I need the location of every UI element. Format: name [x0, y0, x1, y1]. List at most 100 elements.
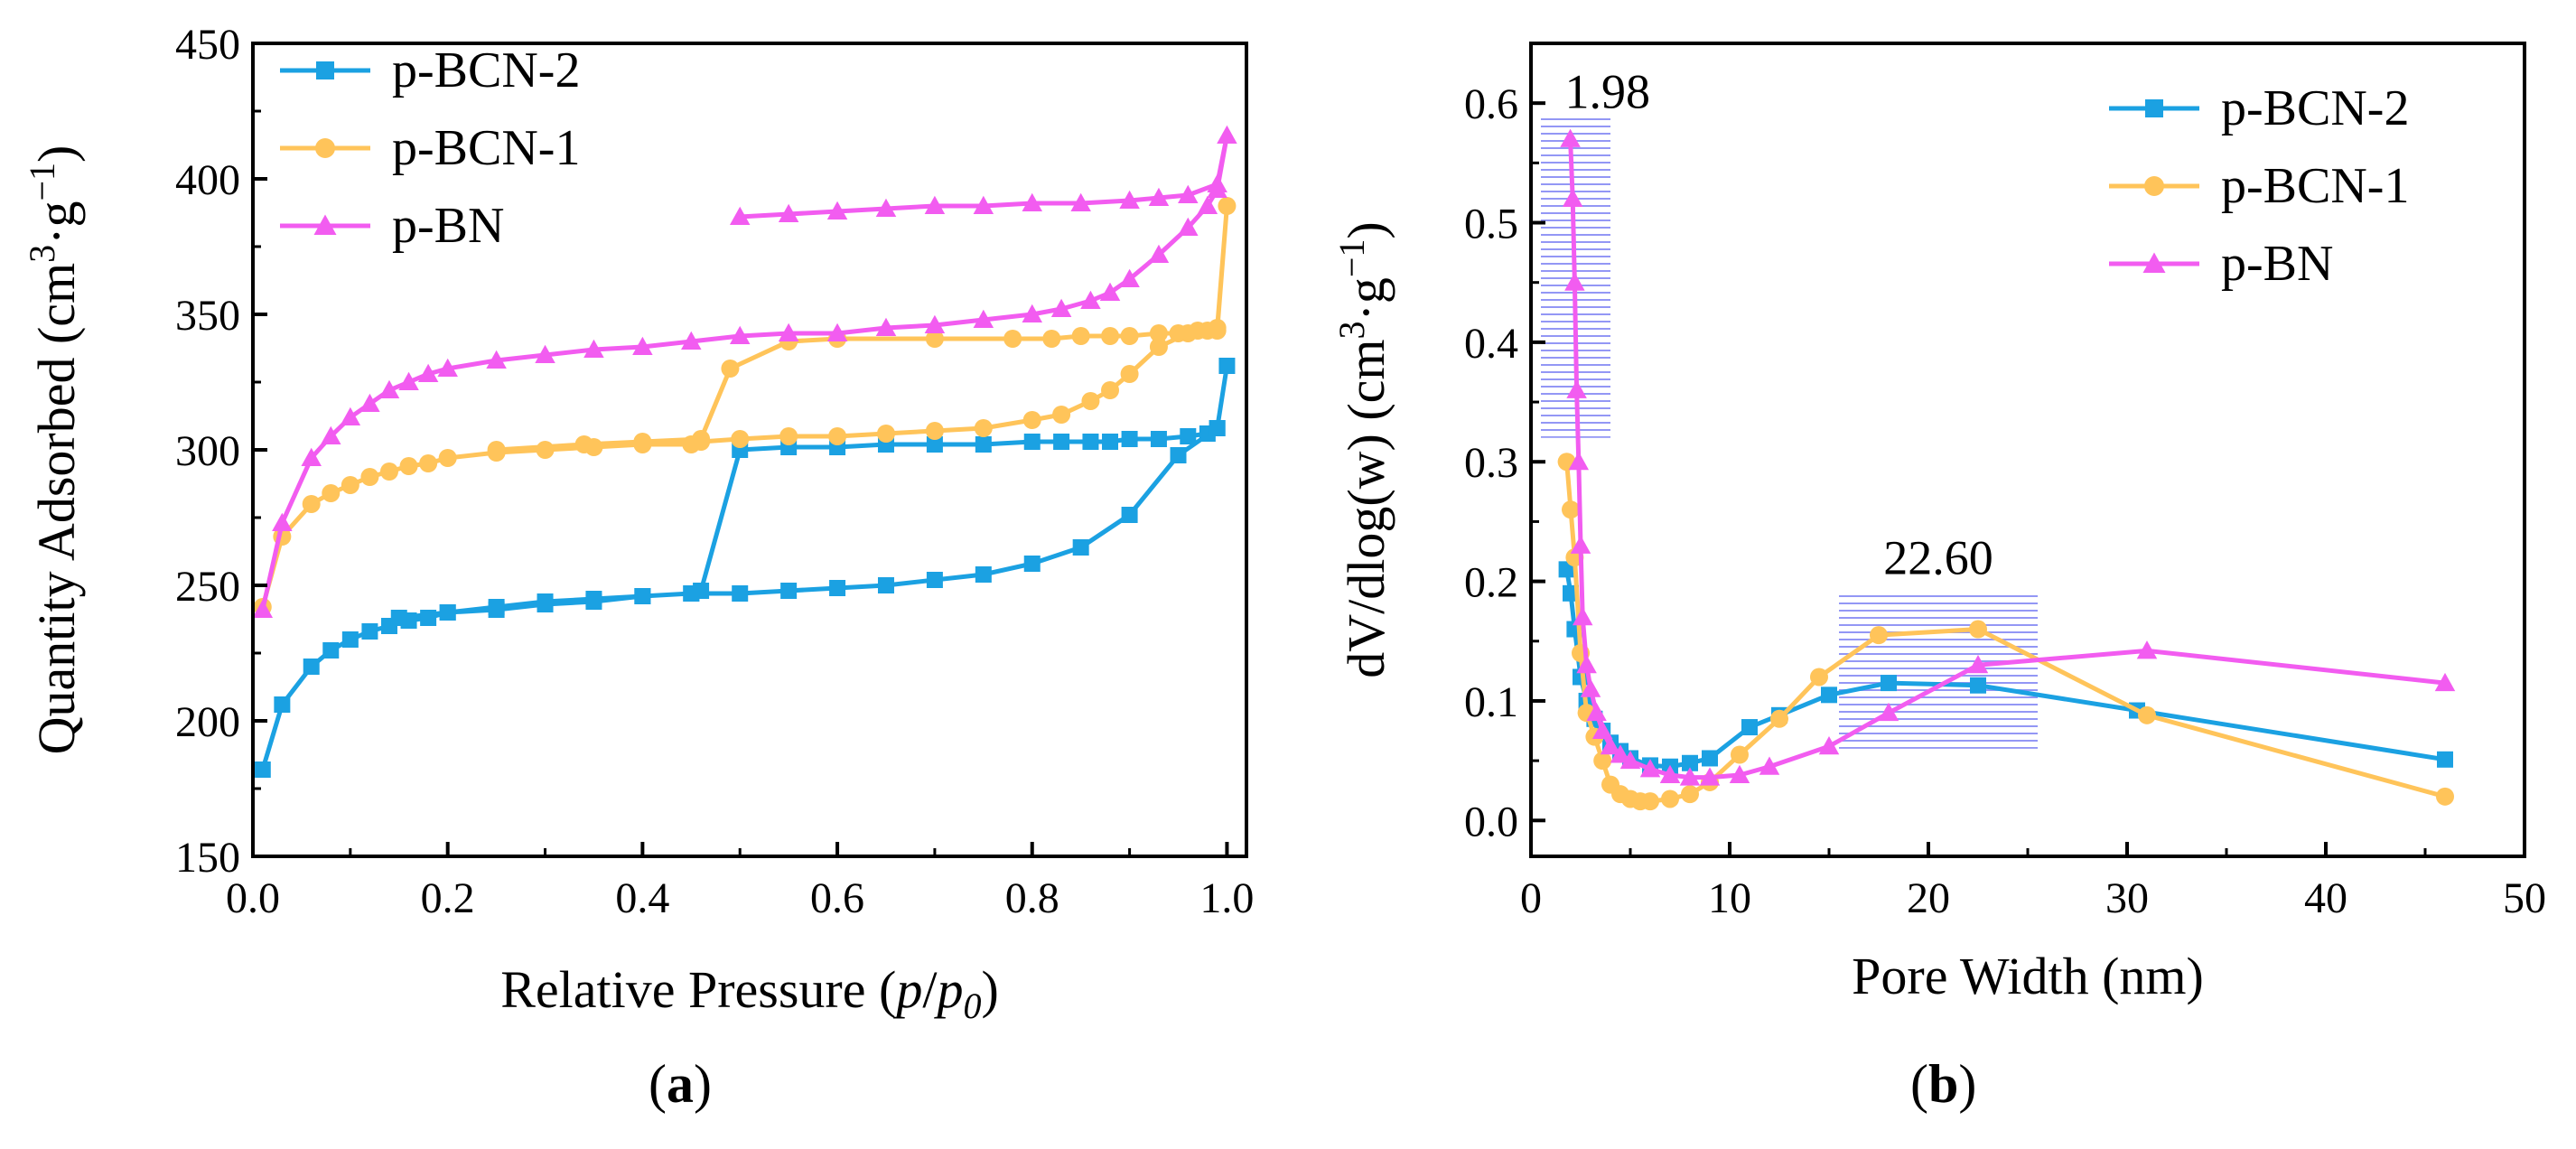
data-point-p-BCN-2-34 — [1121, 507, 1138, 523]
data-point-p-BCN-1-18 — [1870, 626, 1888, 645]
data-point-p-BCN-2-45 — [585, 593, 602, 610]
data-point-p-BCN-2-43 — [683, 585, 700, 602]
data-point-p-BCN-2-0 — [254, 761, 271, 778]
data-point-p-BCN-2-39 — [877, 577, 894, 593]
data-point-p-BN-19 — [1759, 756, 1780, 775]
data-point-p-BCN-2-32 — [1209, 420, 1226, 436]
data-point-p-BCN-1-19 — [1969, 620, 1987, 639]
chart-panel-a: 0.0 0.2 0.4 0.6 0.8 1.0150200250300350400450 … — [22, 21, 1254, 1114]
x-tick-label: 0.0 — [226, 874, 280, 922]
data-point-p-BN-14 — [1639, 759, 1661, 778]
data-point-p-BCN-2-31 — [1218, 358, 1236, 374]
data-point-p-BCN-1-39 — [1042, 330, 1061, 348]
x-tick-label: 0 — [1520, 874, 1542, 922]
data-point-p-BCN-1-12 — [1661, 789, 1679, 808]
data-point-p-BCN-1-44 — [721, 360, 740, 378]
chart-panel-b: 0 10 20 30 40 50 0.0 0.1 0.2 0.3 0.4 0.5 0.6 p-BCN-2… — [1331, 42, 2546, 1114]
legend-marker-p-BN — [2142, 252, 2166, 273]
x-tick-label: 0.2 — [421, 874, 475, 922]
data-point-p-BN-27 — [1178, 217, 1199, 236]
x-tick-label: 30 — [2105, 874, 2149, 922]
y-axis-label-a: Quantity Adsorbed (cm3·g−1) — [22, 145, 86, 755]
data-point-p-BN-34 — [1119, 190, 1140, 209]
data-point-p-BN-16 — [778, 322, 799, 341]
data-point-p-BN-12 — [583, 339, 604, 358]
data-point-p-BN-6 — [1572, 607, 1593, 626]
data-point-p-BN-13 — [632, 336, 653, 355]
y-tick-label: 300 — [175, 427, 240, 475]
y-tick-label: 250 — [175, 563, 240, 611]
y-tick-label: 400 — [175, 156, 240, 204]
legend-item-p-BN: p-BN — [2109, 236, 2333, 292]
y-tick-label: 0.2 — [1464, 559, 1518, 607]
data-point-p-BN-2 — [301, 447, 322, 466]
data-point-p-BCN-1-36 — [1120, 327, 1139, 345]
legend-label: p-BN — [2221, 236, 2333, 292]
data-point-p-BCN-2-37 — [975, 566, 992, 583]
data-point-p-BCN-1-9 — [438, 449, 457, 467]
data-point-p-BCN-1-45 — [692, 430, 711, 448]
x-tick-label: 20 — [1907, 874, 1950, 922]
data-point-p-BCN-2-48 — [439, 604, 456, 621]
data-point-p-BCN-1-18 — [828, 427, 847, 445]
data-point-p-BCN-1-20 — [2138, 705, 2156, 724]
legend-label: p-BCN-2 — [2221, 80, 2409, 136]
data-point-p-BN-11 — [1600, 735, 1621, 755]
data-point-p-BN-30 — [1217, 125, 1237, 144]
data-point-p-BN-14 — [681, 331, 702, 350]
data-point-p-BN-15 — [729, 325, 751, 344]
data-point-p-BCN-2-49 — [390, 610, 407, 626]
x-axis-label-b: Pore Width (nm) — [1852, 947, 2204, 1005]
data-point-p-BCN-1-37 — [1101, 327, 1120, 345]
data-point-p-BCN-1-33 — [1189, 322, 1208, 340]
data-point-p-BN-25 — [1119, 268, 1140, 287]
data-point-p-BCN-1-19 — [876, 425, 895, 443]
data-point-p-BCN-1-48 — [487, 441, 506, 459]
data-point-p-BCN-2-18 — [1970, 677, 1986, 694]
y-tick-label: 0.1 — [1464, 678, 1518, 726]
data-point-p-BCN-2-21 — [975, 436, 992, 453]
data-point-p-BCN-1-1 — [1562, 500, 1580, 519]
data-point-p-BN-18 — [875, 317, 897, 336]
y-tick-label: 0.6 — [1464, 80, 1518, 128]
legend-item-p-BN: p-BN — [280, 198, 504, 254]
data-point-p-BN-26 — [1148, 244, 1170, 263]
data-point-p-BCN-1-8 — [419, 454, 438, 472]
data-point-p-BCN-2-13 — [1702, 750, 1718, 767]
data-point-p-BN-9 — [1586, 702, 1607, 722]
x-tick-label: 40 — [2304, 874, 2347, 922]
y-tick-label: 0.3 — [1464, 439, 1518, 487]
data-point-p-BN-15 — [1659, 764, 1681, 783]
data-point-p-BN-20 — [1818, 735, 1840, 755]
data-point-p-BCN-1-21 — [2436, 787, 2454, 806]
data-point-p-BN-41 — [778, 203, 799, 222]
y-tick-label: 0.4 — [1464, 320, 1518, 368]
data-point-p-BCN-2-46 — [537, 596, 554, 612]
data-point-p-BN-1 — [1562, 188, 1583, 208]
data-point-p-BCN-1-2 — [302, 495, 321, 513]
data-point-p-BN-36 — [1022, 192, 1042, 211]
data-point-p-BCN-1-22 — [1022, 411, 1041, 429]
data-point-p-BCN-2-17 — [1881, 675, 1897, 692]
data-point-p-BN-31 — [1207, 173, 1227, 192]
data-point-p-BCN-1-26 — [1120, 365, 1139, 383]
data-point-p-BCN-1-35 — [1149, 324, 1168, 342]
legend-item-p-BCN-2: p-BCN-2 — [2109, 80, 2409, 136]
x-tick-label: 0.6 — [810, 874, 864, 922]
data-point-p-BCN-2-20 — [926, 436, 943, 453]
data-point-p-BCN-1-31 — [1218, 197, 1237, 215]
data-point-p-BCN-1-17 — [1810, 668, 1828, 687]
data-point-p-BCN-2-40 — [829, 580, 846, 596]
data-point-p-BN-2 — [1564, 272, 1585, 291]
data-point-p-BCN-1-34 — [1169, 324, 1188, 342]
data-point-p-BCN-1-23 — [1052, 406, 1071, 424]
panel-label-b: (b) — [1910, 1054, 1976, 1114]
data-point-p-BN-6 — [378, 379, 400, 398]
legend-a: p-BCN-2 p-BCN-1 p-BN — [280, 42, 580, 254]
data-point-p-BCN-1-47 — [574, 435, 593, 453]
y-tick-label: 0.5 — [1464, 201, 1518, 248]
data-point-p-BN-40 — [826, 201, 848, 220]
legend-marker-p-BCN-1 — [2144, 176, 2164, 196]
data-point-p-BN-33 — [1148, 187, 1170, 206]
data-point-p-BN-0 — [1560, 128, 1581, 147]
